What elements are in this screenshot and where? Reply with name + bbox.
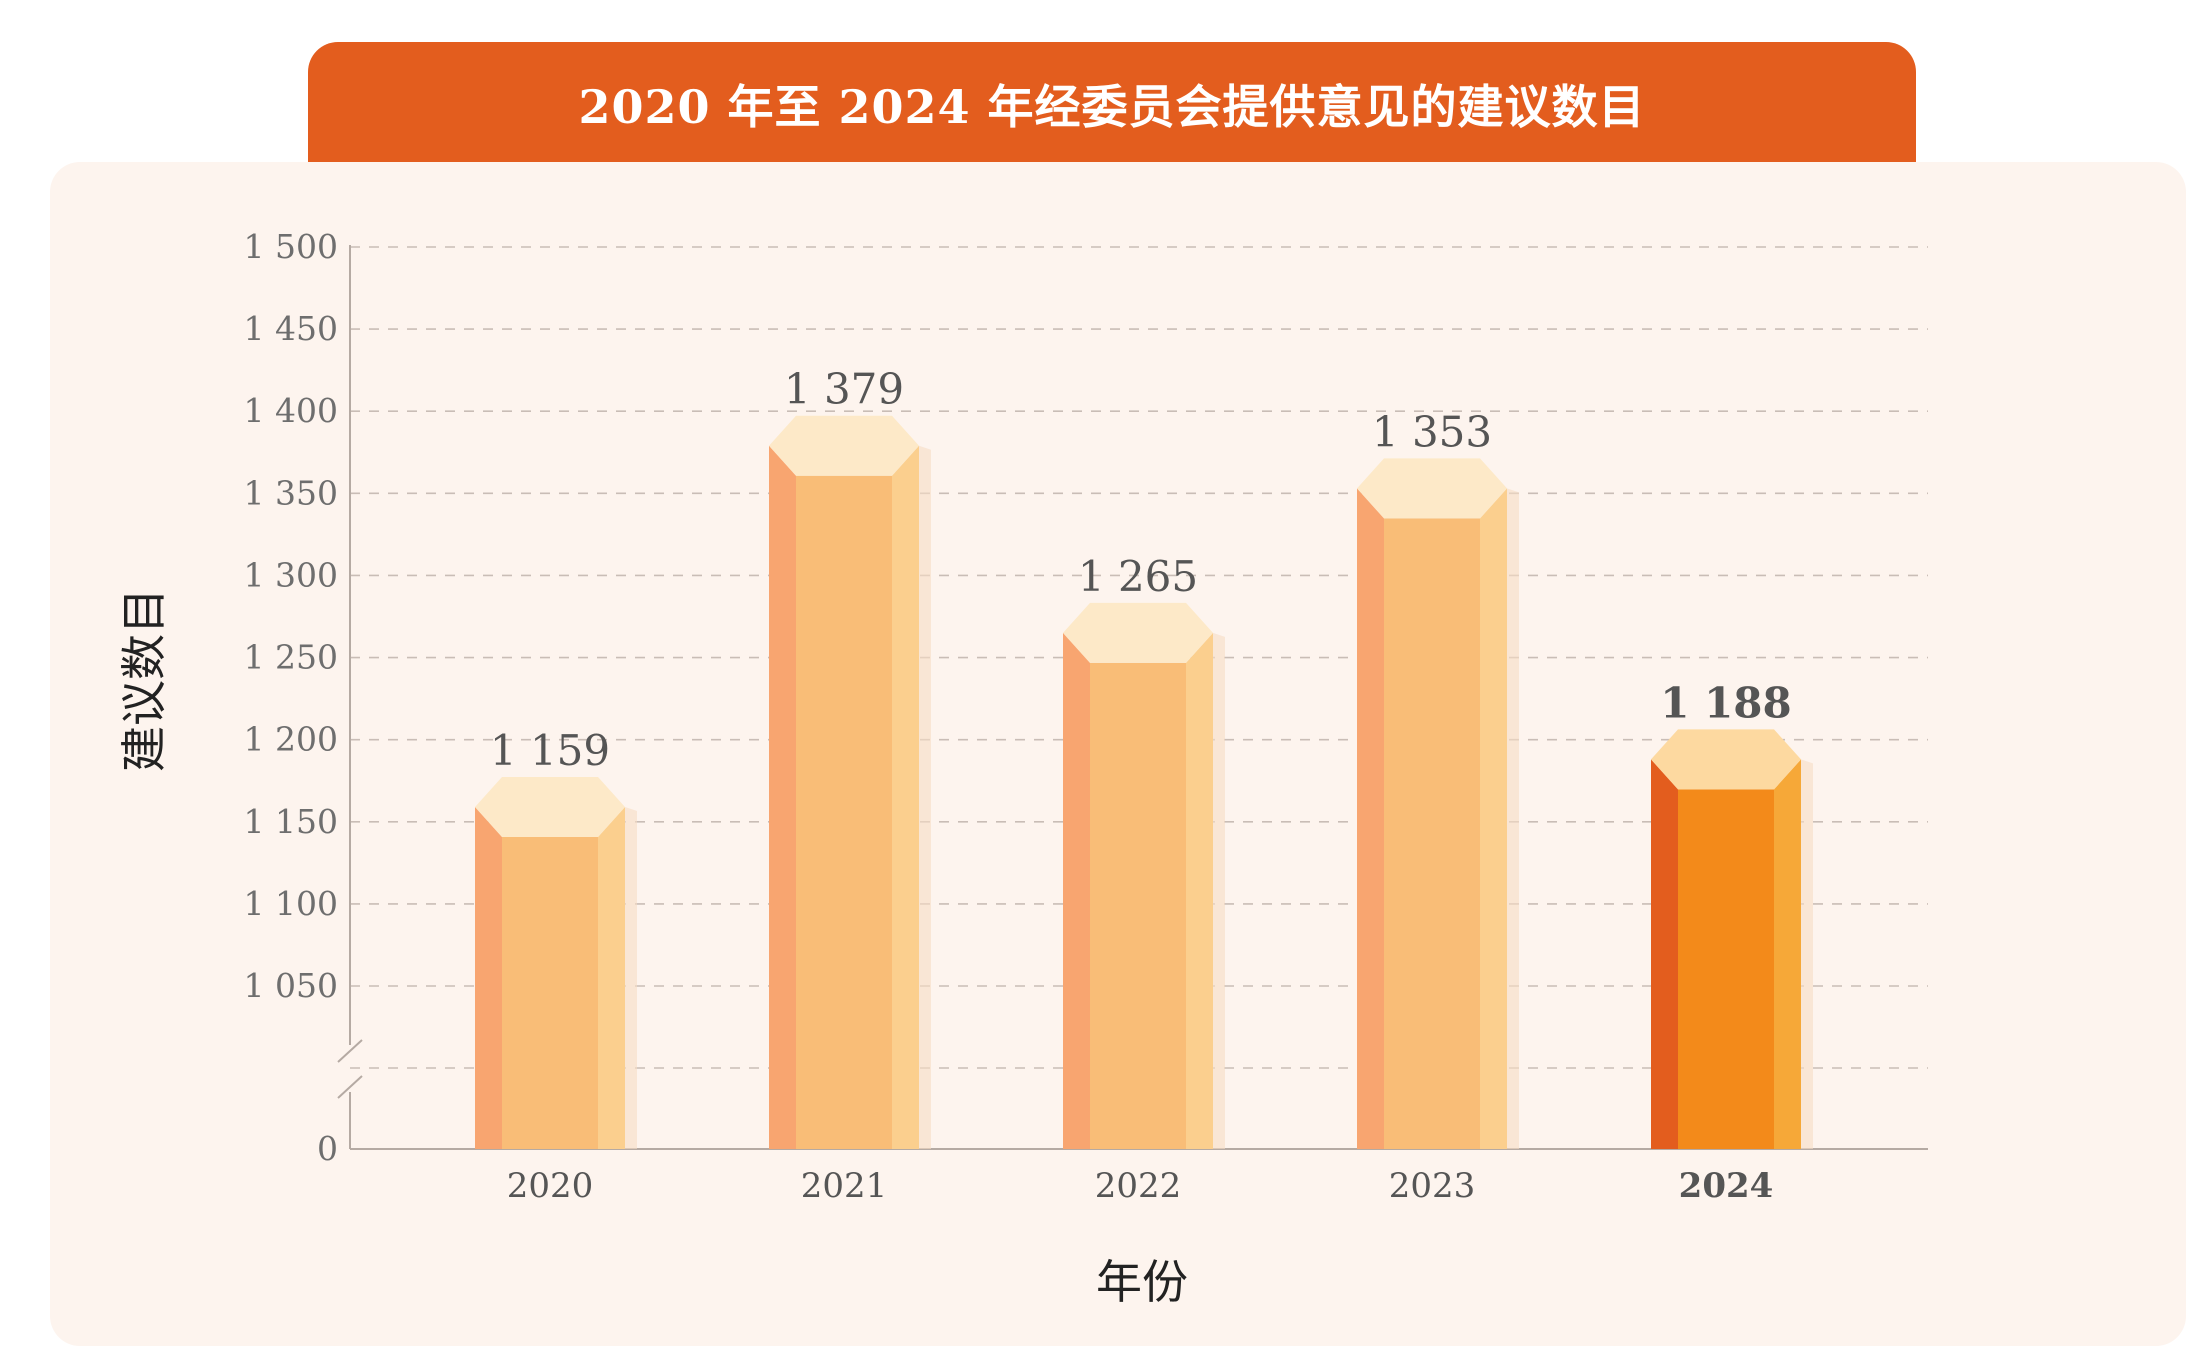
bar-face-left [769,445,796,1150]
value-label-2022: 1 265 [1078,552,1198,601]
x-tick-label-2024: 2024 [1679,1166,1774,1206]
bar-face-left [475,806,502,1149]
bar-face-front [796,475,892,1150]
bar-top [1651,729,1801,790]
x-axis-title: 年份 [1096,1255,1188,1309]
x-tick-label-2021: 2021 [801,1166,888,1206]
y-tick-label: 1 200 [244,720,338,759]
bar-face-left [1357,488,1384,1149]
value-label-2021: 1 379 [784,365,904,414]
value-label-2020: 1 159 [490,726,610,775]
bar-face-left [1651,759,1678,1149]
bar-shadow [625,806,637,1149]
bar-2024 [1651,729,1813,1149]
x-tick-label-2023: 2023 [1389,1166,1476,1206]
bar-face-right [892,445,919,1150]
bar-top [1357,458,1507,519]
bar-face-front [1090,662,1186,1149]
axis-break-mark [337,1039,363,1099]
bar-2020 [475,776,637,1149]
y-tick-label: 1 500 [244,227,338,266]
x-tick-label-2022: 2022 [1095,1166,1182,1206]
bar-face-left [1063,632,1090,1149]
y-tick-label: 1 350 [244,473,338,512]
bar-2023 [1357,458,1519,1149]
bar-face-front [1678,789,1774,1149]
bar-top [1063,602,1213,663]
bar-face-right [1774,759,1801,1149]
y-tick-label: 1 150 [244,802,338,841]
bar-face-right [1480,488,1507,1149]
bar-face-front [1384,518,1480,1149]
y-tick-label: 0 [317,1129,338,1168]
value-label-2024: 1 188 [1660,678,1792,727]
y-tick-label: 1 050 [244,966,338,1005]
bar-shadow [1801,759,1813,1149]
x-tick-label-2020: 2020 [507,1166,594,1206]
bar-shadow [919,445,931,1150]
bar-face-right [598,806,625,1149]
bar-face-right [1186,632,1213,1149]
y-tick-label: 1 100 [244,884,338,923]
bar-shadow [1507,488,1519,1149]
y-tick-label: 1 450 [244,309,338,348]
bar-2022 [1063,602,1225,1149]
bar-shadow [1213,632,1225,1149]
bar-top [475,776,625,837]
value-label-2023: 1 353 [1372,407,1492,456]
y-tick-label: 1 400 [244,391,338,430]
labels: 0 1 050 1 100 1 150 1 200 1 250 1 300 1 350 1 40… [244,227,1792,1206]
chart-title: 2020 年至 2024 年经委员会提供意见的建议数目 [308,42,1916,166]
y-tick-label: 1 250 [244,638,338,677]
bar-top [769,415,919,476]
y-axis-title: 建议数目 [117,588,171,772]
bar-face-front [502,836,598,1149]
y-tick-label: 1 300 [244,555,338,594]
bar-2021 [769,415,931,1150]
bars [475,415,1813,1150]
